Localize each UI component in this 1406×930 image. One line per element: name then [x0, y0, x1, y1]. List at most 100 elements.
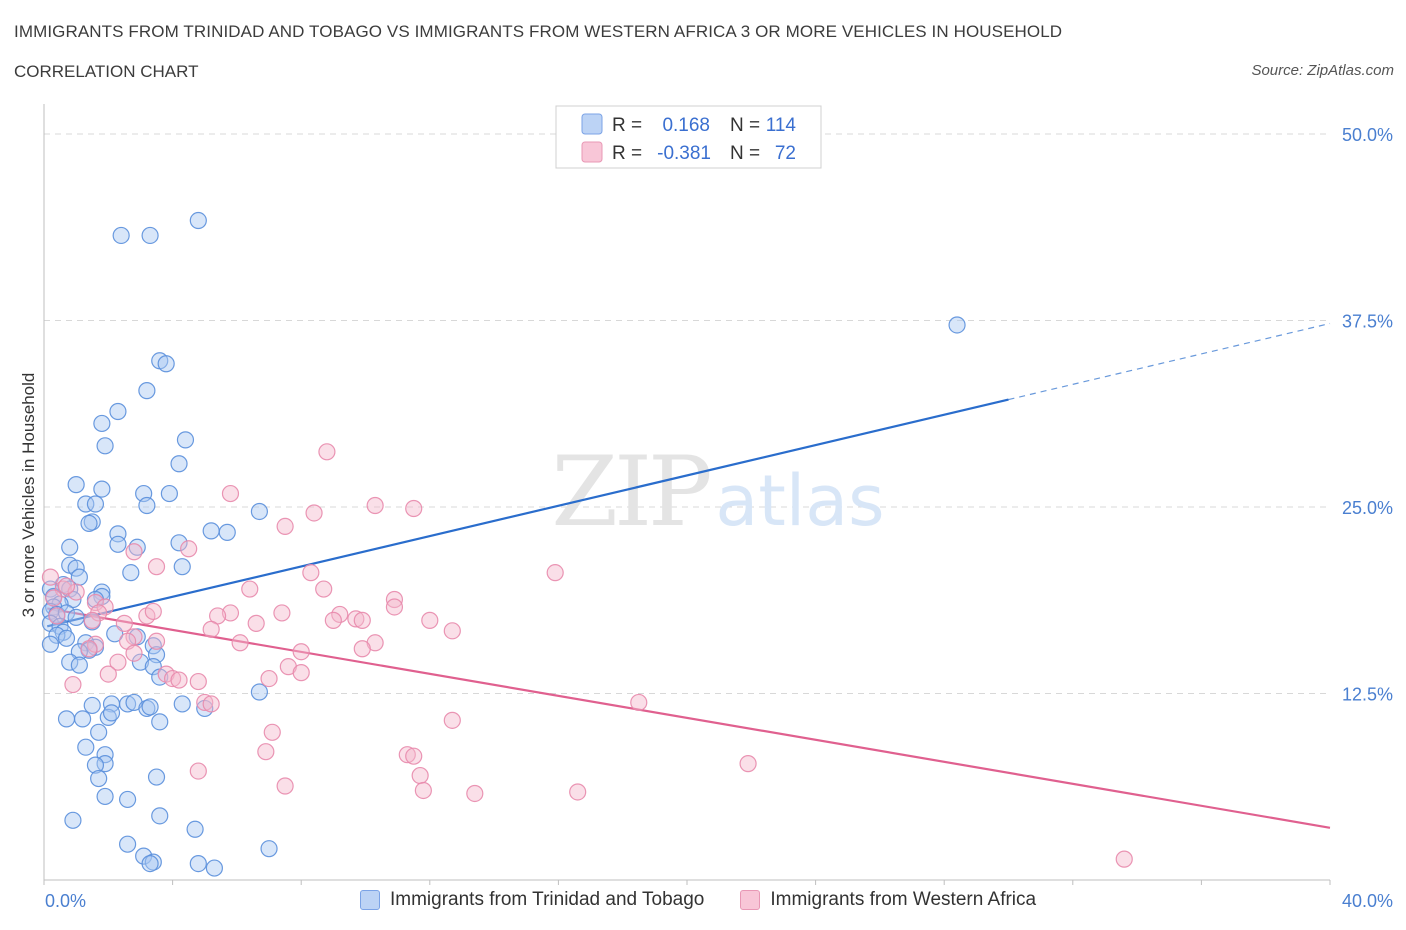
legend-n-label-1: N =: [730, 115, 760, 136]
data-point-trinidad: [173, 558, 191, 576]
data-point-trinidad: [61, 653, 79, 671]
legend-item-trinidad[interactable]: Immigrants from Trinidad and Tobago: [360, 889, 704, 911]
data-point-western-africa: [125, 543, 143, 561]
data-point-trinidad: [93, 414, 111, 433]
legend-r-label-2: R =: [612, 143, 642, 164]
data-point-western-africa: [257, 743, 275, 761]
legend-swatch-blue: [581, 113, 603, 135]
chart-subtitle: CORRELATION CHART: [14, 62, 199, 81]
data-point-western-africa: [273, 604, 291, 622]
data-point-western-africa: [189, 672, 207, 691]
data-point-western-africa: [385, 598, 404, 616]
data-point-western-africa: [80, 640, 98, 658]
legend-label-western-africa: Immigrants from Western Africa: [770, 889, 1037, 910]
data-point-trinidad: [41, 635, 60, 653]
data-point-western-africa: [305, 504, 323, 522]
data-point-western-africa: [324, 611, 342, 629]
legend-n-value-1: 114: [766, 115, 797, 136]
data-point-trinidad: [67, 608, 85, 627]
trend-line-trinidad: [46, 398, 1009, 628]
data-point-trinidad: [250, 683, 269, 701]
data-point-western-africa: [1115, 850, 1133, 868]
data-point-western-africa: [318, 443, 336, 461]
data-point-western-africa: [45, 589, 63, 607]
data-point-trinidad: [57, 629, 76, 647]
data-point-trinidad: [67, 559, 85, 577]
data-point-trinidad: [173, 695, 191, 713]
data-point-trinidad: [141, 698, 159, 716]
data-point-western-africa: [115, 614, 133, 632]
data-point-trinidad: [218, 523, 236, 541]
data-point-western-africa: [315, 580, 333, 598]
legend-item-western-africa[interactable]: Immigrants from Western Africa: [740, 889, 1036, 911]
data-point-trinidad: [131, 653, 150, 671]
data-point-western-africa: [189, 762, 207, 780]
data-point-trinidad: [64, 811, 82, 829]
data-point-trinidad: [189, 854, 207, 873]
data-point-western-africa: [202, 695, 220, 713]
data-point-western-africa: [221, 484, 240, 503]
data-point-western-africa: [109, 653, 127, 671]
data-point-western-africa: [353, 611, 371, 629]
data-point-trinidad: [151, 807, 169, 825]
data-point-western-africa: [302, 564, 320, 582]
legend-r-value-2: -0.381: [657, 143, 711, 164]
data-point-trinidad: [141, 854, 159, 873]
data-point-western-africa: [48, 607, 66, 625]
data-point-western-africa: [466, 784, 484, 803]
data-point-trinidad: [160, 484, 178, 503]
data-point-trinidad: [170, 534, 188, 552]
y-axis-title: 3 or more Vehicles in Household: [19, 373, 38, 618]
data-point-trinidad: [93, 480, 111, 498]
legend-swatch-trinidad: [360, 890, 380, 910]
legend-r-label-1: R =: [612, 115, 642, 136]
data-point-trinidad: [86, 495, 105, 513]
data-point-western-africa: [96, 598, 114, 616]
data-point-western-africa: [276, 777, 294, 795]
data-point-trinidad: [205, 859, 223, 877]
trend-lines: [46, 322, 1331, 829]
data-point-western-africa: [398, 746, 416, 764]
data-point-trinidad: [202, 522, 220, 540]
data-point-trinidad: [70, 656, 88, 674]
data-point-trinidad: [96, 437, 114, 455]
y-tick-label-0: 12.5%: [1342, 685, 1393, 705]
x-tick-label-min: 0.0%: [45, 891, 86, 911]
data-point-trinidad: [80, 514, 98, 533]
data-point-trinidad: [147, 768, 166, 786]
data-point-trinidad: [189, 211, 207, 230]
data-point-western-africa: [125, 644, 143, 662]
series-western-africa-points: [41, 443, 1133, 868]
data-point-western-africa: [67, 583, 85, 601]
data-point-trinidad: [48, 626, 66, 644]
y-tick-label-2: 37.5%: [1342, 312, 1393, 332]
data-point-western-africa: [411, 766, 429, 785]
watermark: ZIP atlas: [551, 436, 884, 548]
data-point-western-africa: [630, 693, 648, 712]
data-point-trinidad: [90, 723, 108, 741]
data-point-western-africa: [260, 669, 278, 688]
data-point-western-africa: [241, 580, 259, 598]
data-point-western-africa: [57, 577, 76, 595]
data-point-trinidad: [138, 496, 156, 515]
legend-swatch-pink: [581, 141, 603, 163]
data-point-western-africa: [147, 558, 166, 576]
chart-source: Source: ZipAtlas.com: [1251, 62, 1394, 79]
data-point-trinidad: [122, 564, 140, 582]
data-point-western-africa: [231, 634, 249, 652]
data-point-trinidad: [144, 658, 162, 676]
legend-swatch-western-africa: [740, 890, 761, 910]
watermark-zip: ZIP: [551, 436, 710, 548]
legend-n-label-2: N =: [730, 143, 760, 164]
data-point-western-africa: [292, 643, 310, 661]
data-point-trinidad: [141, 226, 159, 245]
data-point-trinidad: [186, 820, 204, 838]
data-point-western-africa: [546, 564, 564, 582]
axes: [43, 104, 1331, 885]
data-point-trinidad: [96, 787, 114, 806]
data-point-western-africa: [443, 622, 461, 640]
data-point-trinidad: [118, 835, 137, 853]
data-point-western-africa: [64, 675, 82, 694]
data-point-western-africa: [41, 568, 60, 586]
